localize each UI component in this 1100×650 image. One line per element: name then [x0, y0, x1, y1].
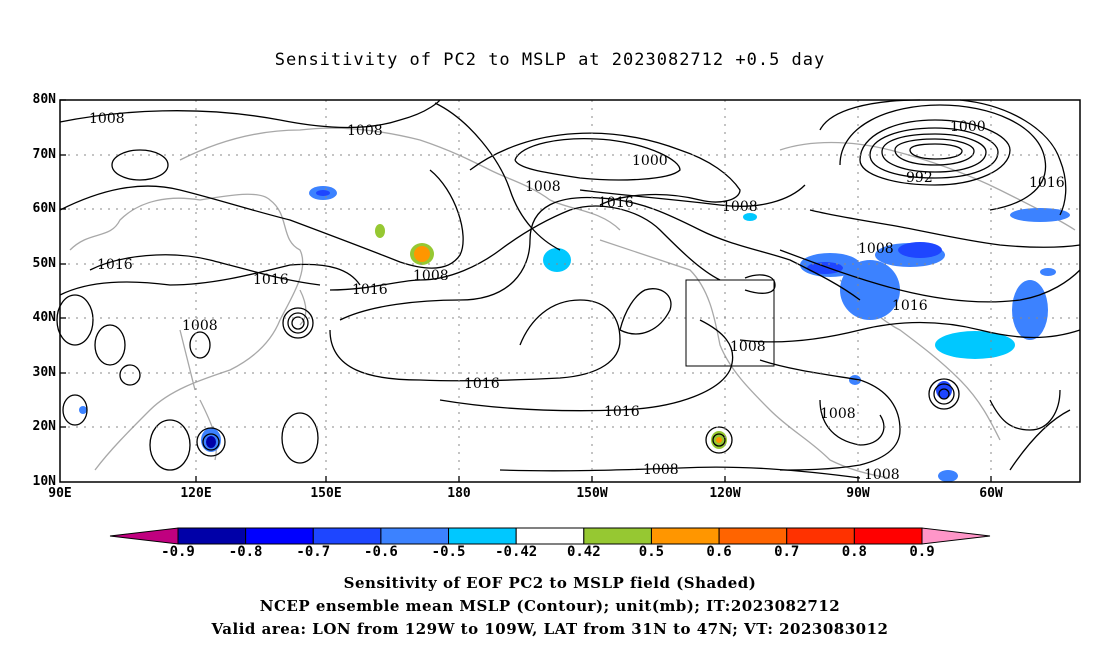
mslp-contours	[56, 99, 1081, 479]
colorbar-label: 0.8	[841, 544, 867, 560]
colorbar-label: -0.9	[161, 544, 195, 560]
contour-label: 1008	[413, 268, 449, 284]
caption-valid-area: Valid area: LON from 129W to 109W, LAT f…	[211, 620, 889, 638]
contour-label: 1008	[722, 199, 758, 215]
contour-label: 1008	[864, 467, 900, 483]
lat-label: 80N	[32, 92, 56, 107]
contour-label: 1008	[89, 111, 125, 127]
colorbar-label: 0.6	[706, 544, 732, 560]
colorbar-label: -0.42	[495, 544, 538, 560]
contour-label: 992	[906, 170, 933, 186]
gridlines	[60, 100, 1080, 482]
colorbar-arrow-low	[109, 527, 179, 545]
lon-label: 90W	[846, 486, 870, 501]
contour-label: 1008	[525, 179, 561, 195]
colorbar-box	[312, 527, 382, 545]
lon-label: 150W	[576, 486, 608, 501]
map-frame	[59, 99, 1081, 483]
contour-label: 1000	[950, 119, 986, 135]
contour-label: 1016	[464, 376, 500, 392]
contour-label: 1016	[97, 257, 133, 273]
contour-label: 1008	[347, 123, 383, 139]
colorbar-arrow-high	[921, 527, 991, 545]
colorbar-box	[650, 527, 720, 545]
contour-label: 1008	[730, 339, 766, 355]
colorbar-label: 0.7	[774, 544, 800, 560]
lat-label: 20N	[32, 419, 56, 434]
colorbar-label: 0.5	[638, 544, 665, 560]
valid-area-box	[685, 279, 775, 367]
lon-label: 120E	[180, 486, 212, 501]
lat-label: 50N	[32, 256, 56, 271]
colorbar-box	[718, 527, 788, 545]
contour-label: 1000	[632, 153, 668, 169]
colorbar-box	[583, 527, 652, 545]
map-title: Sensitivity of PC2 to MSLP at 2023082712…	[274, 50, 826, 70]
colorbar-box	[245, 527, 314, 545]
lon-label: 150E	[310, 486, 342, 501]
lat-label: 10N	[32, 474, 56, 489]
axis-ticks	[60, 99, 992, 482]
lon-label: 90E	[48, 486, 72, 501]
colorbar-label: -0.5	[431, 544, 466, 560]
lon-label: 60W	[979, 486, 1003, 501]
contour-label: 1008	[643, 462, 679, 478]
contour-label: 1016	[1029, 175, 1065, 191]
contour-label: 1016	[892, 298, 928, 314]
colorbar-box	[786, 527, 855, 545]
lon-label: 120W	[709, 486, 741, 501]
lat-label: 60N	[32, 201, 56, 216]
lat-label: 40N	[32, 310, 56, 325]
contour-label: 1016	[604, 404, 640, 420]
caption-shaded: Sensitivity of EOF PC2 to MSLP field (Sh…	[343, 574, 757, 592]
contour-labels: 1008 1008 1016 1016 1016 1008 1008 1008 …	[89, 111, 1065, 483]
lat-label: 30N	[32, 365, 56, 380]
contour-label: 1008	[820, 406, 856, 422]
colorbar-label: -0.6	[364, 544, 398, 560]
contour-label: 1016	[253, 272, 289, 288]
colorbar-label: -0.8	[228, 544, 263, 560]
contour-label: 1016	[352, 282, 388, 298]
colorbar-box	[515, 527, 585, 545]
colorbar	[109, 527, 991, 545]
colorbar-label: 0.9	[909, 544, 935, 560]
contour-label: 1016	[598, 195, 634, 211]
lon-label: 180	[447, 486, 471, 501]
colorbar-box	[177, 527, 247, 545]
caption-contour: NCEP ensemble mean MSLP (Contour); unit(…	[259, 597, 841, 615]
colorbar-box	[380, 527, 450, 545]
lat-label: 70N	[32, 147, 56, 162]
colorbar-label: -0.7	[296, 544, 331, 560]
colorbar-box	[853, 527, 923, 545]
contour-label: 1008	[858, 241, 894, 257]
contour-label: 1008	[182, 318, 218, 334]
colorbar-box	[448, 527, 517, 545]
colorbar-label: 0.42	[566, 544, 601, 560]
